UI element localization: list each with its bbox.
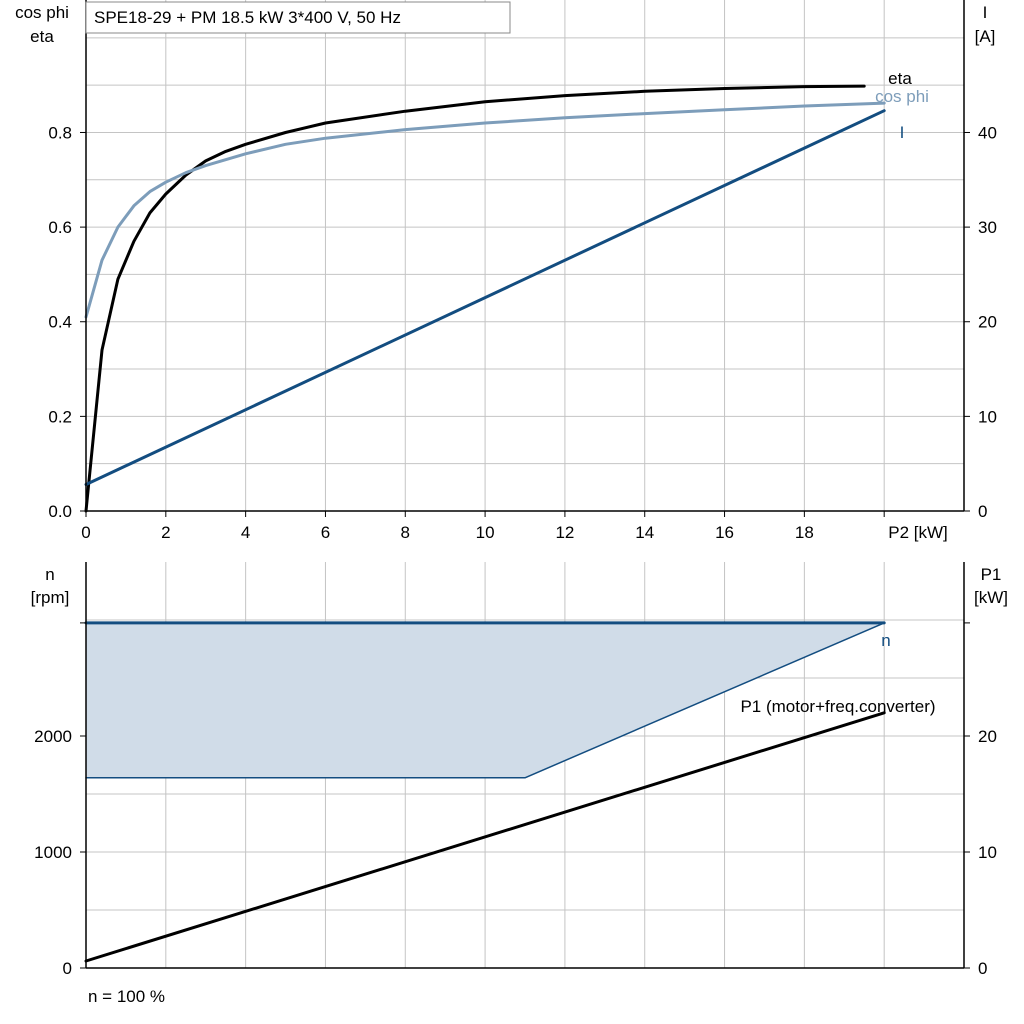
top-x-tick-label: 18	[795, 523, 814, 542]
bottom-right-y-tick-label: 0	[978, 959, 987, 978]
series-label-cos-phi: cos phi	[875, 87, 929, 106]
top-x-tick-label: 14	[635, 523, 654, 542]
bottom-left-axis-label-2: [rpm]	[31, 588, 70, 607]
bottom-right-axis-label-2: [kW]	[974, 588, 1008, 607]
bottom-right-y-tick-label: 20	[978, 727, 997, 746]
top-x-tick-label: 8	[401, 523, 410, 542]
title-box	[85, 1, 511, 34]
top-right-y-tick-label: 30	[978, 218, 997, 237]
bottom-left-y-tick-label: 2000	[34, 727, 72, 746]
top-x-tick-label: 6	[321, 523, 330, 542]
top-x-tick-label: 10	[476, 523, 495, 542]
speed-range-area	[86, 622, 885, 778]
series-label-eta: eta	[888, 69, 912, 88]
top-left-axis-label-2: eta	[30, 27, 54, 46]
series-label-speed: n	[881, 631, 890, 650]
chart-title: SPE18-29 + PM 18.5 kW 3*400 V, 50 Hz	[94, 8, 401, 27]
bottom-left-y-tick-label: 0	[63, 959, 72, 978]
top-right-axis-label-1: I	[983, 3, 988, 22]
speed-footnote: n = 100 %	[88, 987, 165, 1006]
top-left-y-tick-label: 0.2	[48, 407, 72, 426]
top-right-y-tick-label: 20	[978, 313, 997, 332]
top-left-axis-label-1: cos phi	[15, 3, 69, 22]
top-x-axis-label: P2 [kW]	[888, 523, 948, 542]
top-right-axis-label-2: [A]	[975, 27, 996, 46]
top-x-tick-label: 4	[241, 523, 250, 542]
top-x-tick-label: 0	[81, 523, 90, 542]
eta-line	[84, 84, 866, 513]
top-left-y-tick-label: 0.0	[48, 502, 72, 521]
top-left-y-tick-label: 0.6	[48, 218, 72, 237]
top-x-tick-label: 12	[555, 523, 574, 542]
top-right-y-tick-label: 40	[978, 123, 997, 142]
current-line	[84, 109, 886, 486]
bottom-left-axis-label-1: n	[45, 565, 54, 584]
bottom-right-y-tick-label: 10	[978, 843, 997, 862]
speed-range-lower-line	[85, 622, 885, 779]
cos-phi-line	[84, 101, 886, 319]
bottom-right-axis-label-1: P1	[981, 565, 1002, 584]
p1-line	[84, 711, 886, 963]
top-x-tick-label: 16	[715, 523, 734, 542]
top-left-y-tick-label: 0.8	[48, 123, 72, 142]
top-right-y-tick-label: 0	[978, 502, 987, 521]
series-label-p1: P1 (motor+freq.converter)	[740, 697, 935, 716]
bottom-left-y-tick-label: 1000	[34, 843, 72, 862]
top-x-tick-label: 2	[161, 523, 170, 542]
top-left-y-tick-label: 0.4	[48, 313, 72, 332]
series-label-current: I	[900, 123, 905, 142]
top-right-y-tick-label: 10	[978, 407, 997, 426]
